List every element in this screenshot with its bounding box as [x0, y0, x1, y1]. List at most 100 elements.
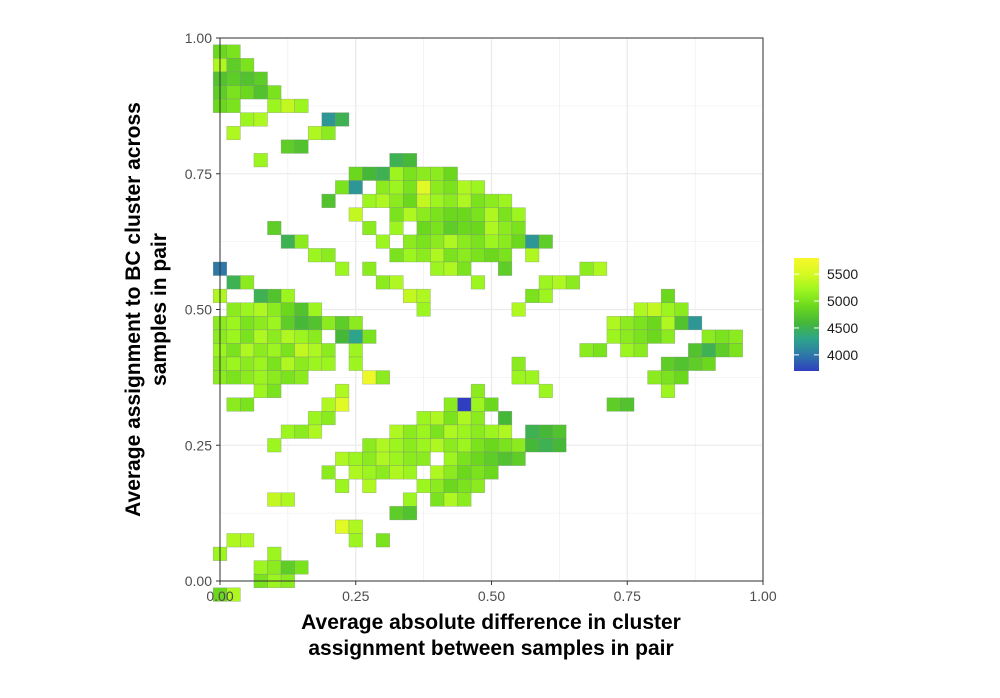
heatmap-cell	[620, 343, 635, 358]
heatmap-cell	[579, 343, 594, 358]
heatmap-cell	[647, 370, 662, 385]
heatmap-cell	[470, 424, 485, 439]
heatmap-cell	[240, 302, 255, 317]
heatmap-cell	[280, 492, 295, 507]
heatmap-cell	[430, 248, 445, 263]
heatmap-cell	[538, 438, 553, 453]
heatmap-cell	[593, 261, 608, 276]
heatmap-cell	[430, 424, 445, 439]
heatmap-cell	[226, 58, 241, 73]
heatmap-cell	[403, 207, 418, 222]
heatmap-cell	[633, 329, 648, 344]
heatmap-cell	[335, 519, 350, 534]
y-tick-label: 0.00	[185, 573, 212, 589]
heatmap-cell	[280, 139, 295, 154]
heatmap-cell	[511, 356, 526, 371]
heatmap-cell	[240, 85, 255, 100]
heatmap-cell	[484, 451, 499, 466]
heatmap-cell	[253, 329, 268, 344]
heatmap-cell	[430, 221, 445, 236]
heatmap-cell	[307, 302, 323, 317]
heatmap-cell	[525, 288, 540, 303]
colorbar-tick-label: 5000	[827, 293, 858, 309]
heatmap-cell	[226, 370, 241, 385]
heatmap-cell	[470, 193, 485, 208]
heatmap-cell	[226, 85, 241, 100]
heatmap-cell	[416, 166, 431, 181]
heatmap-cell	[552, 275, 567, 290]
heatmap-cell	[443, 424, 458, 439]
heatmap-cell	[430, 438, 445, 453]
heatmap-cell	[348, 166, 363, 181]
heatmap-cell	[403, 153, 418, 168]
heatmap-cell	[321, 248, 336, 263]
y-tick-label: 0.50	[185, 302, 212, 318]
heatmap-cell	[267, 288, 282, 303]
y-axis-title: Average assignment to BC cluster across …	[122, 102, 171, 517]
y-tick-label: 0.75	[185, 166, 212, 182]
heatmap-cell	[498, 451, 513, 466]
heatmap-cell	[443, 261, 458, 276]
heatmap-cell	[457, 261, 472, 276]
heatmap-cell	[375, 275, 390, 290]
heatmap-cell	[226, 533, 241, 548]
heatmap-cell	[606, 329, 621, 344]
heatmap-cell	[335, 397, 350, 412]
heatmap-cell	[375, 465, 390, 480]
heatmap-cell	[579, 261, 594, 276]
heatmap-cell	[498, 234, 513, 249]
heatmap-cell	[403, 424, 418, 439]
heatmap-cell	[226, 125, 241, 141]
heatmap-cell	[348, 356, 363, 371]
heatmap-cell	[430, 234, 445, 249]
heatmap-cell	[389, 438, 404, 453]
heatmap-cell	[253, 153, 268, 168]
heatmap-cell	[470, 207, 485, 222]
heatmap-cell	[240, 275, 255, 290]
heatmap-cell	[253, 85, 268, 100]
heatmap-cell	[240, 343, 255, 358]
heatmap-cell	[660, 302, 676, 317]
heatmap-cell	[267, 370, 282, 385]
heatmap-cell	[457, 180, 472, 195]
heatmap-cell	[443, 248, 458, 263]
heatmap-cell	[470, 397, 485, 412]
x-tick-label: 0.00	[206, 588, 233, 604]
heatmap-cell	[498, 207, 513, 222]
heatmap-cell	[389, 275, 404, 290]
heatmap-cell	[511, 370, 526, 385]
heatmap-cell	[457, 411, 472, 426]
heatmap-cell	[403, 506, 418, 521]
heatmap-cell	[457, 478, 472, 494]
heatmap-cell	[443, 397, 458, 412]
heatmap-cell	[633, 343, 648, 358]
colorbar-tick-label: 4500	[827, 320, 858, 336]
heatmap-cell	[348, 180, 363, 195]
heatmap-cell	[375, 193, 390, 208]
heatmap-cell	[307, 356, 323, 371]
heatmap-cell	[321, 343, 336, 358]
heatmap-cell	[538, 424, 553, 439]
heatmap-cell	[457, 221, 472, 236]
heatmap-cell	[443, 451, 458, 466]
heatmap-cell	[457, 438, 472, 453]
heatmap-cell	[593, 343, 608, 358]
heatmap-cell	[511, 234, 526, 249]
heatmap-cell	[389, 180, 404, 195]
heatmap-cell	[362, 261, 377, 276]
x-tick-label: 0.75	[614, 588, 641, 604]
heatmap-cell	[335, 478, 350, 494]
heatmap-cell	[498, 248, 513, 263]
heatmap-cell	[484, 248, 499, 263]
heatmap-cell	[728, 329, 743, 344]
heatmap-cell	[253, 356, 268, 371]
heatmap-cell	[525, 424, 540, 439]
heatmap-cell	[267, 343, 282, 358]
heatmap-cell	[403, 193, 418, 208]
heatmap-cell	[267, 383, 282, 398]
heatmap-cell	[375, 370, 390, 385]
heatmap-cell	[294, 234, 309, 249]
heatmap-cell	[430, 261, 445, 276]
heatmap-cell	[307, 125, 323, 141]
heatmap-cell	[457, 492, 472, 507]
